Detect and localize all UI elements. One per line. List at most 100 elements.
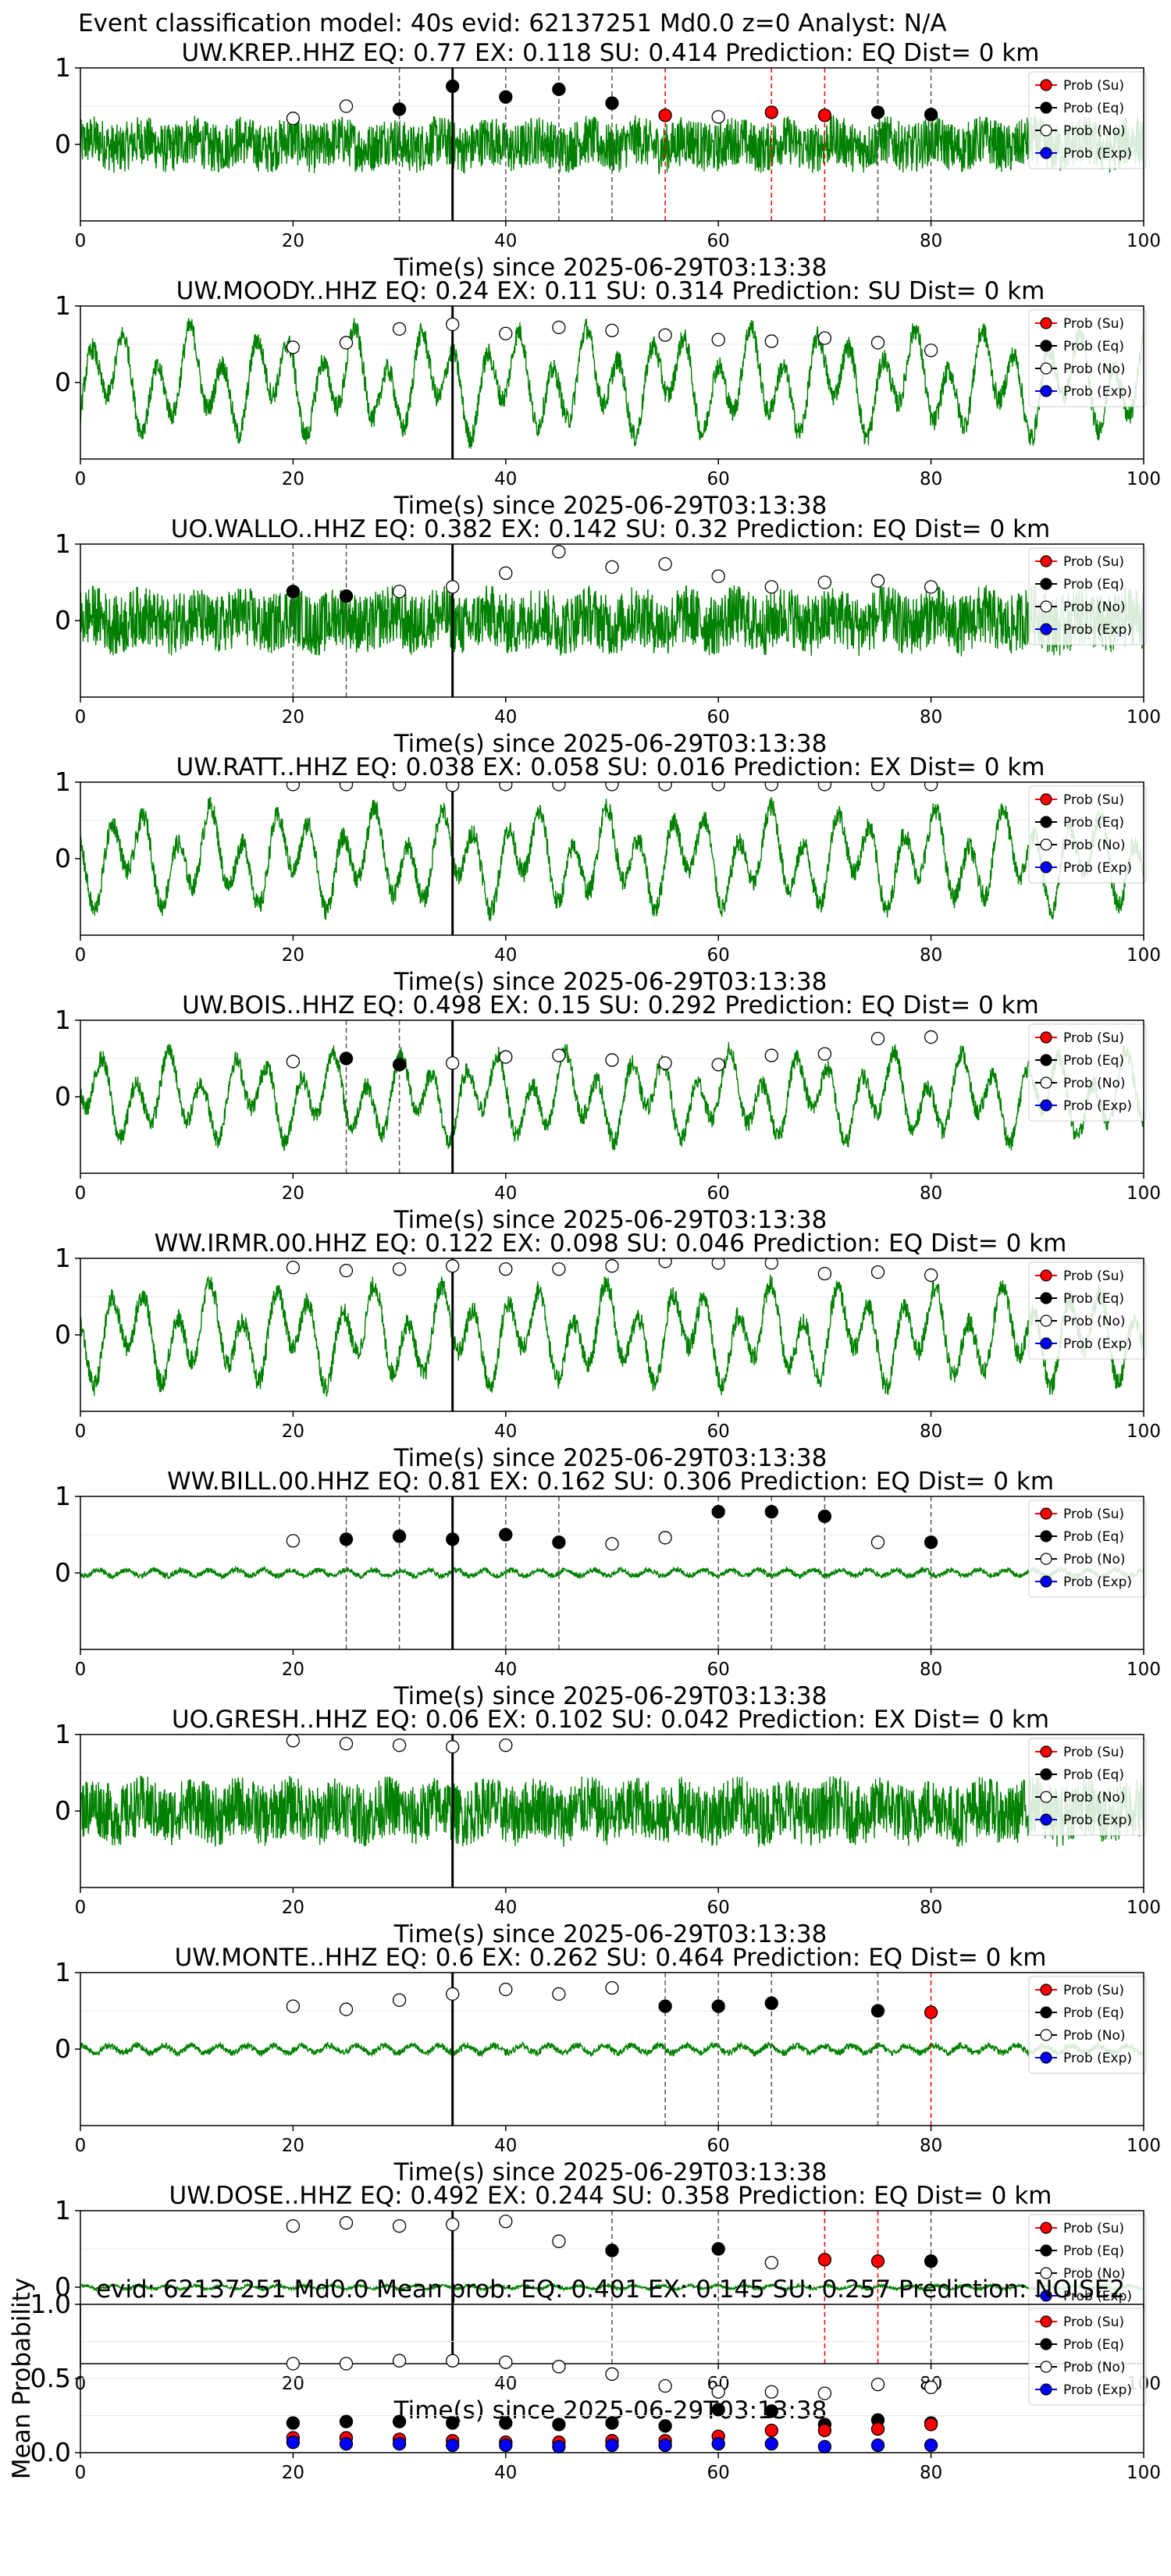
prob-point-no <box>446 1056 460 1070</box>
prob-point-no <box>924 343 938 358</box>
seismogram-trace <box>80 1565 1144 1581</box>
x-tick-label: 80 <box>920 1898 942 1918</box>
y-tick-label: 1 <box>55 1243 71 1273</box>
x-tick-label: 80 <box>920 469 942 489</box>
x-tick-label: 40 <box>494 469 517 489</box>
legend-box <box>1028 1261 1147 1360</box>
mean-prob-point-exp <box>764 2436 778 2451</box>
legend-box <box>1028 1500 1147 1598</box>
legend-marker-exp <box>1040 385 1052 397</box>
x-tick-label: 0 <box>75 2136 87 2156</box>
x-tick-label: 100 <box>1127 1421 1161 1442</box>
x-tick-label: 80 <box>920 1660 942 1680</box>
legend-marker-su <box>1040 2315 1052 2328</box>
x-tick-label: 100 <box>1127 2136 1161 2156</box>
x-tick-label: 20 <box>282 707 304 728</box>
x-tick-label: 40 <box>494 1660 517 1680</box>
mean-prob-point-no <box>446 2354 460 2368</box>
prob-point-no <box>658 1258 672 1268</box>
x-axis-label: Time(s) since 2025-06-29T03:13:38 <box>393 730 828 758</box>
x-tick-label: 100 <box>1127 231 1161 251</box>
prob-point-no <box>711 1058 725 1072</box>
plot-area <box>80 306 1144 459</box>
prob-point-no <box>870 336 885 350</box>
legend-marker-su <box>1040 1031 1052 1044</box>
legend-label-su: Prob (Su) <box>1063 1268 1124 1284</box>
prob-point-eq <box>286 585 301 599</box>
y-tick-label: 0 <box>55 605 71 635</box>
x-tick-label: 40 <box>494 231 517 251</box>
legend-label-eq: Prob (Eq) <box>1063 339 1124 354</box>
prob-point-no <box>499 1982 513 1997</box>
legend-label-exp: Prob (Exp) <box>1063 622 1132 638</box>
mean-prob-point-no <box>658 2379 672 2393</box>
x-tick-label: 60 <box>707 945 730 966</box>
legend-label-su: Prob (Su) <box>1063 78 1124 94</box>
prob-point-no <box>339 2216 354 2230</box>
prob-point-no <box>286 782 301 792</box>
legend-marker-no <box>1040 124 1052 137</box>
legend-box <box>1028 1976 1147 2074</box>
prob-point-no <box>552 782 566 792</box>
station-panel: UO.WALLO..HHZ EQ: 0.382 EX: 0.142 SU: 0.… <box>55 515 1161 758</box>
prob-point-no <box>392 782 407 792</box>
prob-point-no <box>552 2234 566 2248</box>
prob-point-no <box>870 574 885 588</box>
legend-box <box>1028 1023 1147 1122</box>
prob-point-eq <box>711 1504 725 1519</box>
legend-box <box>1028 309 1147 407</box>
legend-marker-su <box>1040 1507 1052 1520</box>
legend-marker-su <box>1040 1984 1052 1996</box>
x-tick-label: 60 <box>707 2463 730 2483</box>
x-tick-label: 20 <box>282 469 304 489</box>
mean-prob-point-exp <box>817 2439 832 2454</box>
legend-marker-exp <box>1040 623 1052 635</box>
x-tick-label: 100 <box>1127 707 1161 728</box>
legend-marker-exp <box>1040 147 1052 159</box>
y-tick-label: 0 <box>55 843 71 873</box>
mean-prob-point-su <box>817 2423 832 2438</box>
mean-prob-point-eq <box>392 2414 407 2428</box>
seismogram-trace <box>80 115 1144 176</box>
prob-point-no <box>870 1535 885 1550</box>
legend-label-su: Prob (Su) <box>1063 554 1124 570</box>
prob-point-eq <box>658 1999 672 2013</box>
prob-point-no <box>499 326 513 340</box>
x-tick-label: 0 <box>75 945 87 966</box>
legend-label-no: Prob (No) <box>1063 123 1126 139</box>
legend-box <box>1028 2307 1147 2406</box>
prob-point-no <box>552 1048 566 1062</box>
legend-label-no: Prob (No) <box>1063 1076 1126 1091</box>
x-tick-label: 20 <box>282 1898 304 1918</box>
mean-prob-point-no <box>764 2385 778 2399</box>
station-panel: UW.MONTE..HHZ EQ: 0.6 EX: 0.262 SU: 0.46… <box>55 1944 1161 2186</box>
legend-label-su: Prob (Su) <box>1063 2314 1124 2330</box>
y-tick-label: 0 <box>55 2033 71 2064</box>
legend-marker-eq <box>1040 1768 1052 1781</box>
prob-point-no <box>286 1534 301 1548</box>
legend-label-no: Prob (No) <box>1063 2266 1126 2282</box>
prob-point-no <box>552 1262 566 1276</box>
x-tick-label: 0 <box>75 1898 87 1918</box>
station-title: UW.BOIS..HHZ EQ: 0.498 EX: 0.15 SU: 0.29… <box>182 991 1039 1019</box>
legend-label-exp: Prob (Exp) <box>1063 1336 1132 1352</box>
prob-point-no <box>339 99 354 113</box>
prob-point-eq <box>924 1535 938 1550</box>
legend-marker-no <box>1040 838 1052 851</box>
y-tick-label: 1 <box>55 52 71 83</box>
legend-marker-eq <box>1040 2006 1052 2019</box>
prob-point-no <box>499 1738 513 1752</box>
plot-area <box>80 1496 1144 1649</box>
legend-marker-no <box>1040 2029 1052 2041</box>
x-tick-label: 80 <box>920 231 942 251</box>
x-tick-label: 20 <box>282 2374 304 2394</box>
x-tick-label: 60 <box>707 707 730 728</box>
summary-y-axis-label: Mean Probability <box>8 2278 36 2479</box>
x-tick-label: 100 <box>1127 1183 1161 1204</box>
y-tick-label: 1 <box>55 767 71 797</box>
prob-point-no <box>764 1258 778 1270</box>
legend-label-eq: Prob (Eq) <box>1063 2337 1124 2353</box>
x-tick-label: 60 <box>707 1183 730 1204</box>
mean-prob-point-no <box>711 2385 725 2399</box>
prob-point-no <box>446 317 460 332</box>
